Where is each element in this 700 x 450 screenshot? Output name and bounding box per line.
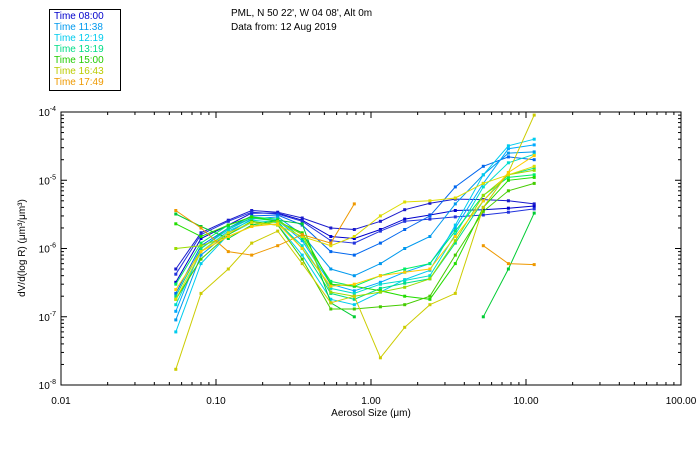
series-line — [175, 203, 355, 256]
series-line — [175, 153, 535, 305]
series-group — [174, 207, 536, 276]
legend-item: Time 13:19 — [54, 44, 104, 55]
chart-legend: Time 08:00 Time 11:38 Time 12:19 Time 13… — [49, 9, 121, 91]
series-line — [175, 213, 355, 318]
location-title: PML, N 50 22', W 04 08', Alt 0m — [231, 8, 373, 19]
x-tick-label: 0.01 — [51, 396, 71, 407]
y-tick-label: 10-8 — [39, 379, 56, 392]
y-tick-label: 10-5 — [39, 174, 56, 187]
series-line — [175, 208, 535, 275]
series-group — [174, 164, 536, 301]
series-line — [483, 245, 535, 266]
y-axis-label: dV/d(log R) (μm³/μm³) — [17, 199, 28, 297]
legend-item: Time 17:49 — [54, 77, 104, 88]
series-line — [175, 155, 535, 290]
series-line — [175, 144, 535, 312]
series-line — [175, 167, 535, 300]
x-axis-label: Aerosol Size (μm) — [331, 408, 411, 419]
x-tick-label: 1.00 — [361, 396, 381, 407]
series-line — [482, 212, 535, 318]
series-line — [175, 156, 535, 294]
y-tick-label: 10-6 — [39, 243, 56, 256]
y-tick-label: 10-7 — [39, 311, 56, 324]
date-line: Data from: 12 Aug 2019 — [231, 22, 337, 33]
data-series — [174, 113, 536, 371]
x-tick-label: 0.10 — [206, 396, 226, 407]
chart-header: PML, N 50 22', W 04 08', Alt 0m Data fro… — [231, 7, 372, 35]
series-line — [175, 114, 535, 370]
x-tick-label: 10.00 — [513, 396, 538, 407]
legend-item: Time 11:38 — [54, 22, 103, 33]
plot-frame — [60, 111, 682, 386]
axis-ticks: 0.01 0.10 1.00 10.00 100.00 10-8 10-7 10-6 10-5 1… — [39, 106, 697, 407]
legend-item: Time 16:43 — [54, 66, 104, 77]
series-line — [175, 151, 535, 321]
legend-item: Time 15:00 — [54, 55, 104, 66]
legend-item: Time 12:19 — [54, 33, 104, 44]
x-tick-label: 100.00 — [666, 396, 697, 407]
y-tick-label: 10-4 — [39, 106, 56, 119]
series-line — [175, 182, 535, 310]
series-group — [174, 154, 536, 292]
series-group — [174, 202, 536, 267]
series-line — [175, 165, 535, 300]
legend-item: Time 08:00 — [54, 11, 104, 22]
series-line — [175, 198, 535, 270]
series-group — [174, 113, 536, 371]
